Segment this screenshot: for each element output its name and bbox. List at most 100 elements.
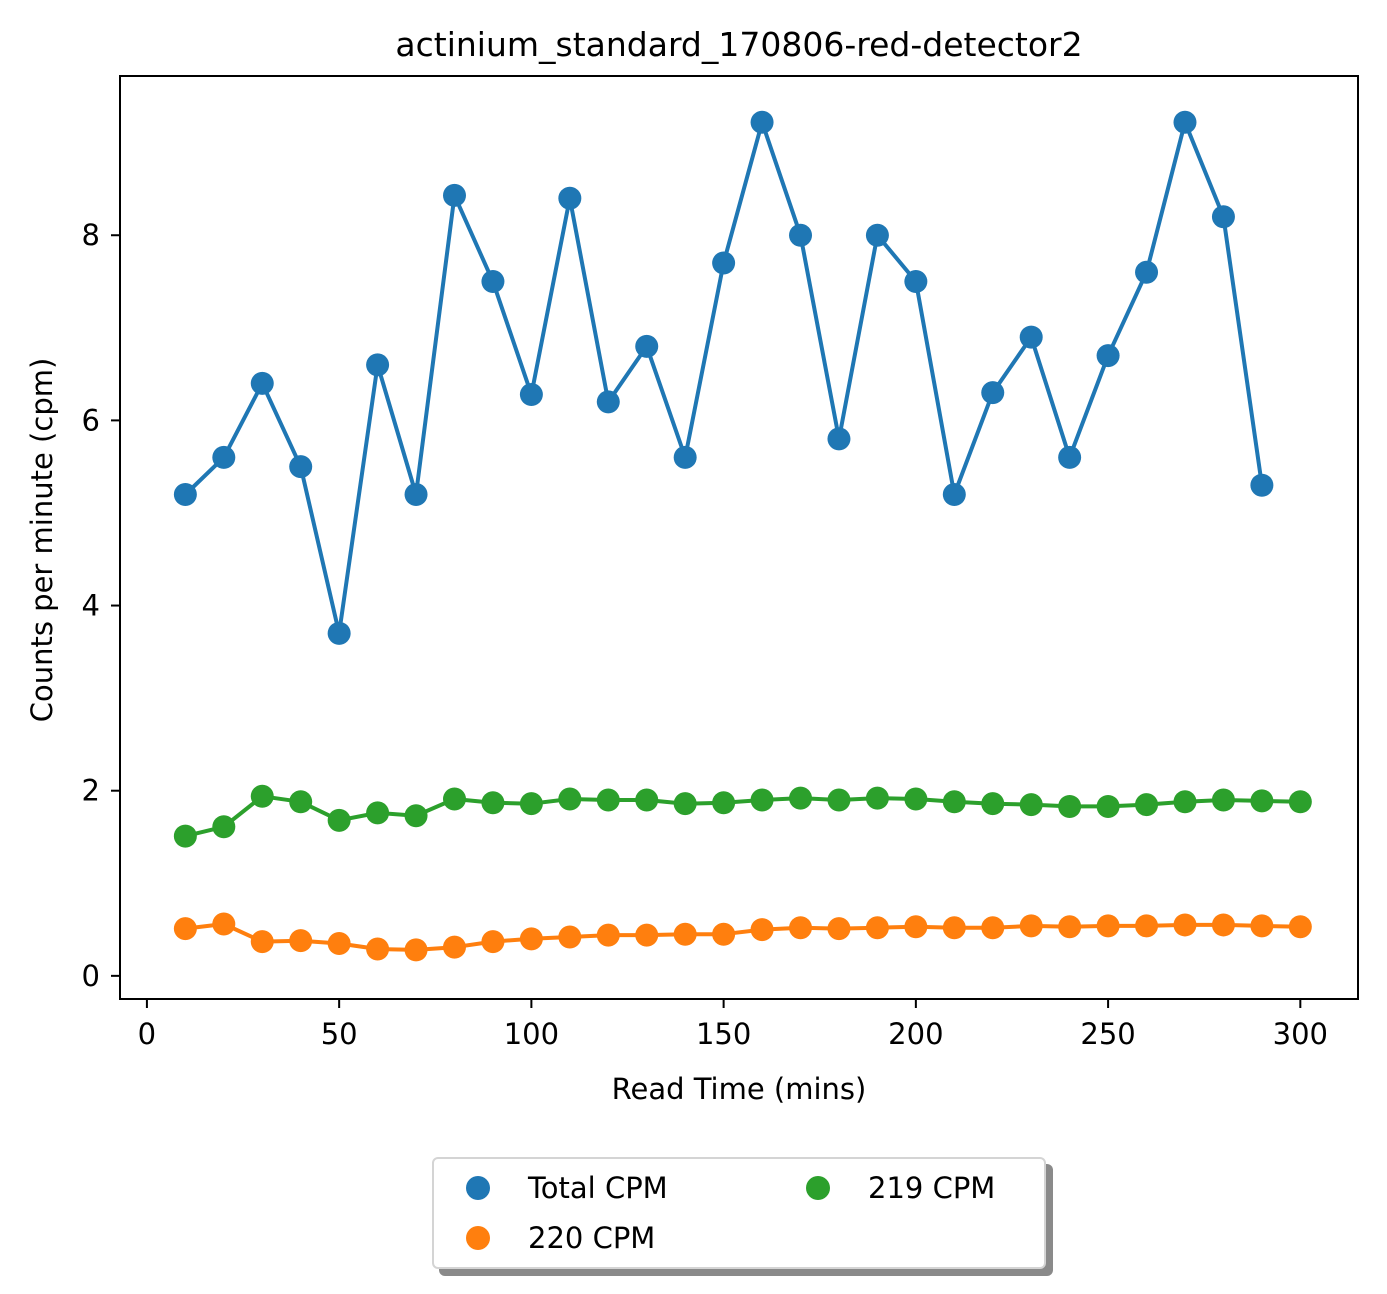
legend-marker-220-cpm (466, 1226, 490, 1250)
data-point-220-cpm (1058, 915, 1082, 939)
data-point-219-cpm (635, 788, 659, 812)
data-point-219-cpm (1211, 788, 1235, 812)
data-point-219-cpm (173, 824, 197, 848)
data-point-219-cpm (789, 786, 813, 810)
data-point-220-cpm (596, 923, 620, 947)
data-point-total-cpm (789, 223, 813, 247)
data-point-220-cpm (712, 922, 736, 946)
data-point-220-cpm (1211, 913, 1235, 937)
legend-label-220-cpm: 220 CPM (528, 1221, 656, 1255)
data-point-total-cpm (981, 381, 1005, 405)
data-point-220-cpm (942, 916, 966, 940)
x-axis-label: Read Time (mins) (612, 1072, 867, 1106)
legend-entry-total-cpm: Total CPM (466, 1168, 668, 1208)
data-point-total-cpm (519, 382, 543, 406)
data-point-219-cpm (404, 804, 428, 828)
data-point-219-cpm (981, 792, 1005, 816)
data-point-219-cpm (250, 784, 274, 808)
data-point-219-cpm (1019, 793, 1043, 817)
plot-layer (173, 110, 1312, 962)
legend-label-219-cpm: 219 CPM (868, 1171, 996, 1205)
data-point-219-cpm (1058, 794, 1082, 818)
data-point-220-cpm (904, 915, 928, 939)
data-point-total-cpm (1058, 445, 1082, 469)
legend-label-total-cpm: Total CPM (528, 1171, 668, 1205)
series-220-cpm (173, 912, 1312, 962)
y-tick-label: 8 (82, 218, 100, 252)
data-point-total-cpm (1211, 205, 1235, 229)
data-point-total-cpm (481, 270, 505, 294)
data-point-220-cpm (1096, 914, 1120, 938)
data-point-220-cpm (981, 916, 1005, 940)
data-point-total-cpm (366, 353, 390, 377)
data-point-220-cpm (558, 925, 582, 949)
data-point-total-cpm (1173, 110, 1197, 134)
data-point-total-cpm (1135, 260, 1159, 284)
data-point-total-cpm (596, 390, 620, 414)
data-point-220-cpm (1173, 913, 1197, 937)
data-point-219-cpm (1173, 790, 1197, 814)
data-point-total-cpm (442, 183, 466, 207)
data-point-220-cpm (250, 930, 274, 954)
legend-entry-220-cpm: 220 CPM (466, 1218, 655, 1258)
data-point-total-cpm (212, 445, 236, 469)
data-point-total-cpm (827, 427, 851, 451)
legend-marker-total-cpm (466, 1176, 490, 1200)
legend: Total CPM 220 CPM 219 CPM (432, 1157, 1046, 1269)
data-point-220-cpm (750, 918, 774, 942)
data-point-total-cpm (750, 110, 774, 134)
data-point-219-cpm (366, 801, 390, 825)
data-point-total-cpm (865, 223, 889, 247)
x-tick-label: 150 (696, 1017, 751, 1051)
data-point-219-cpm (1135, 793, 1159, 817)
data-point-220-cpm (789, 916, 813, 940)
data-point-219-cpm (558, 787, 582, 811)
series-line-219-cpm (184, 794, 1301, 839)
data-point-220-cpm (212, 912, 236, 936)
data-point-total-cpm (942, 482, 966, 506)
series-total-cpm (173, 110, 1274, 645)
data-point-219-cpm (673, 792, 697, 816)
data-point-220-cpm (173, 917, 197, 941)
y-tick-label: 2 (82, 774, 100, 808)
x-tick-label: 0 (138, 1017, 156, 1051)
data-point-219-cpm (827, 788, 851, 812)
data-point-220-cpm (442, 935, 466, 959)
legend-marker-219-cpm (806, 1176, 830, 1200)
data-point-220-cpm (865, 916, 889, 940)
data-point-220-cpm (366, 937, 390, 961)
data-point-220-cpm (827, 917, 851, 941)
data-point-220-cpm (327, 931, 351, 955)
x-tick-label: 300 (1273, 1017, 1328, 1051)
x-axis-ticks: 0 50 100 150 200 250 300 (138, 999, 1328, 1051)
data-point-220-cpm (289, 929, 313, 953)
x-tick-label: 200 (888, 1017, 943, 1051)
data-point-total-cpm (173, 482, 197, 506)
data-point-220-cpm (1288, 915, 1312, 939)
data-point-219-cpm (904, 787, 928, 811)
chart-title: actinium_standard_170806-red-detector2 (395, 25, 1082, 64)
data-point-220-cpm (481, 930, 505, 954)
x-tick-label: 100 (504, 1017, 559, 1051)
series-line-220-cpm (185, 922, 1301, 952)
y-tick-label: 6 (82, 403, 100, 437)
data-point-219-cpm (1288, 790, 1312, 814)
legend-entry-219-cpm: 219 CPM (806, 1168, 995, 1208)
data-point-total-cpm (250, 371, 274, 395)
data-point-total-cpm (327, 621, 351, 645)
x-tick-label: 50 (321, 1017, 358, 1051)
data-point-219-cpm (596, 788, 620, 812)
data-point-219-cpm (942, 790, 966, 814)
data-point-total-cpm (404, 482, 428, 506)
data-point-total-cpm (1019, 325, 1043, 349)
data-point-total-cpm (558, 186, 582, 210)
data-point-total-cpm (289, 455, 313, 479)
data-point-220-cpm (404, 938, 428, 962)
data-point-total-cpm (635, 334, 659, 358)
data-point-total-cpm (712, 251, 736, 275)
data-point-220-cpm (519, 927, 543, 951)
data-point-total-cpm (673, 445, 697, 469)
data-point-219-cpm (865, 786, 889, 810)
data-point-219-cpm (519, 792, 543, 816)
